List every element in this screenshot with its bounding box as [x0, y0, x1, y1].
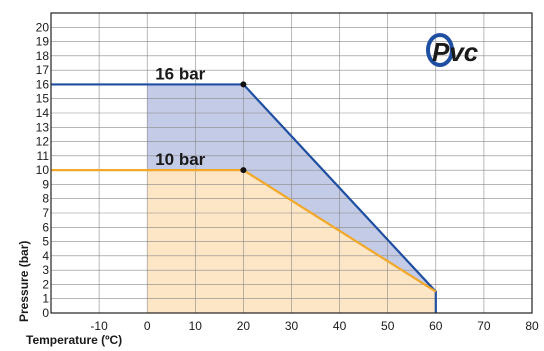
logo-ring	[426, 33, 454, 67]
series-markers	[240, 81, 247, 174]
x-tick-label: 30	[285, 319, 299, 333]
y-tick-label: 2	[42, 277, 49, 291]
x-axis-title: Temperature (ºC)	[26, 333, 122, 347]
y-tick-label: 13	[36, 120, 50, 134]
x-tick-label: 70	[477, 319, 491, 333]
series-label-16-bar: 16 bar	[155, 64, 205, 83]
x-tick-label: -10	[90, 319, 108, 333]
marker-16-bar	[240, 81, 247, 88]
y-tick-label: 5	[42, 235, 49, 249]
y-tick-label: 0	[42, 306, 49, 320]
y-tick-label: 1	[42, 292, 49, 306]
y-tick-label: 3	[42, 263, 49, 277]
x-tick-label: 80	[525, 319, 539, 333]
x-tick-label: 10	[189, 319, 203, 333]
marker-10-bar	[240, 167, 247, 174]
x-tick-label: 60	[429, 319, 443, 333]
series-line-16-bar	[51, 83, 437, 313]
y-tick-label: 16	[36, 77, 50, 91]
y-axis-title: Pressure (bar)	[17, 241, 31, 322]
y-tick-label: 14	[36, 106, 50, 120]
y-tick-label: 10	[36, 163, 50, 177]
y-tick-label: 15	[36, 92, 50, 106]
y-tick-label: 4	[42, 249, 49, 263]
y-tick-label: 18	[36, 49, 50, 63]
plot-frame	[50, 12, 533, 314]
y-tick-label: 12	[36, 135, 50, 149]
y-tick-label: 6	[42, 220, 49, 234]
y-tick-label: 11	[37, 149, 50, 163]
y-tick-label: 8	[42, 192, 49, 206]
x-tick-label: 40	[333, 319, 347, 333]
x-tick-label: 50	[381, 319, 395, 333]
x-tick-label: 0	[144, 319, 151, 333]
logo-text: Pvc	[432, 37, 479, 67]
y-tick-label: 7	[42, 206, 49, 220]
series-label-10-bar: 10 bar	[155, 150, 205, 169]
series-labels: 16 bar 10 bar	[155, 64, 205, 169]
x-tick-label: 20	[237, 319, 251, 333]
y-tick-label: 19	[36, 35, 50, 49]
grid-lines	[51, 13, 532, 313]
y-tick-label: 9	[42, 177, 49, 191]
y-tick-label: 17	[36, 63, 50, 77]
pvc-logo: Pvc	[426, 33, 479, 67]
y-tick-label: 20	[36, 20, 50, 34]
